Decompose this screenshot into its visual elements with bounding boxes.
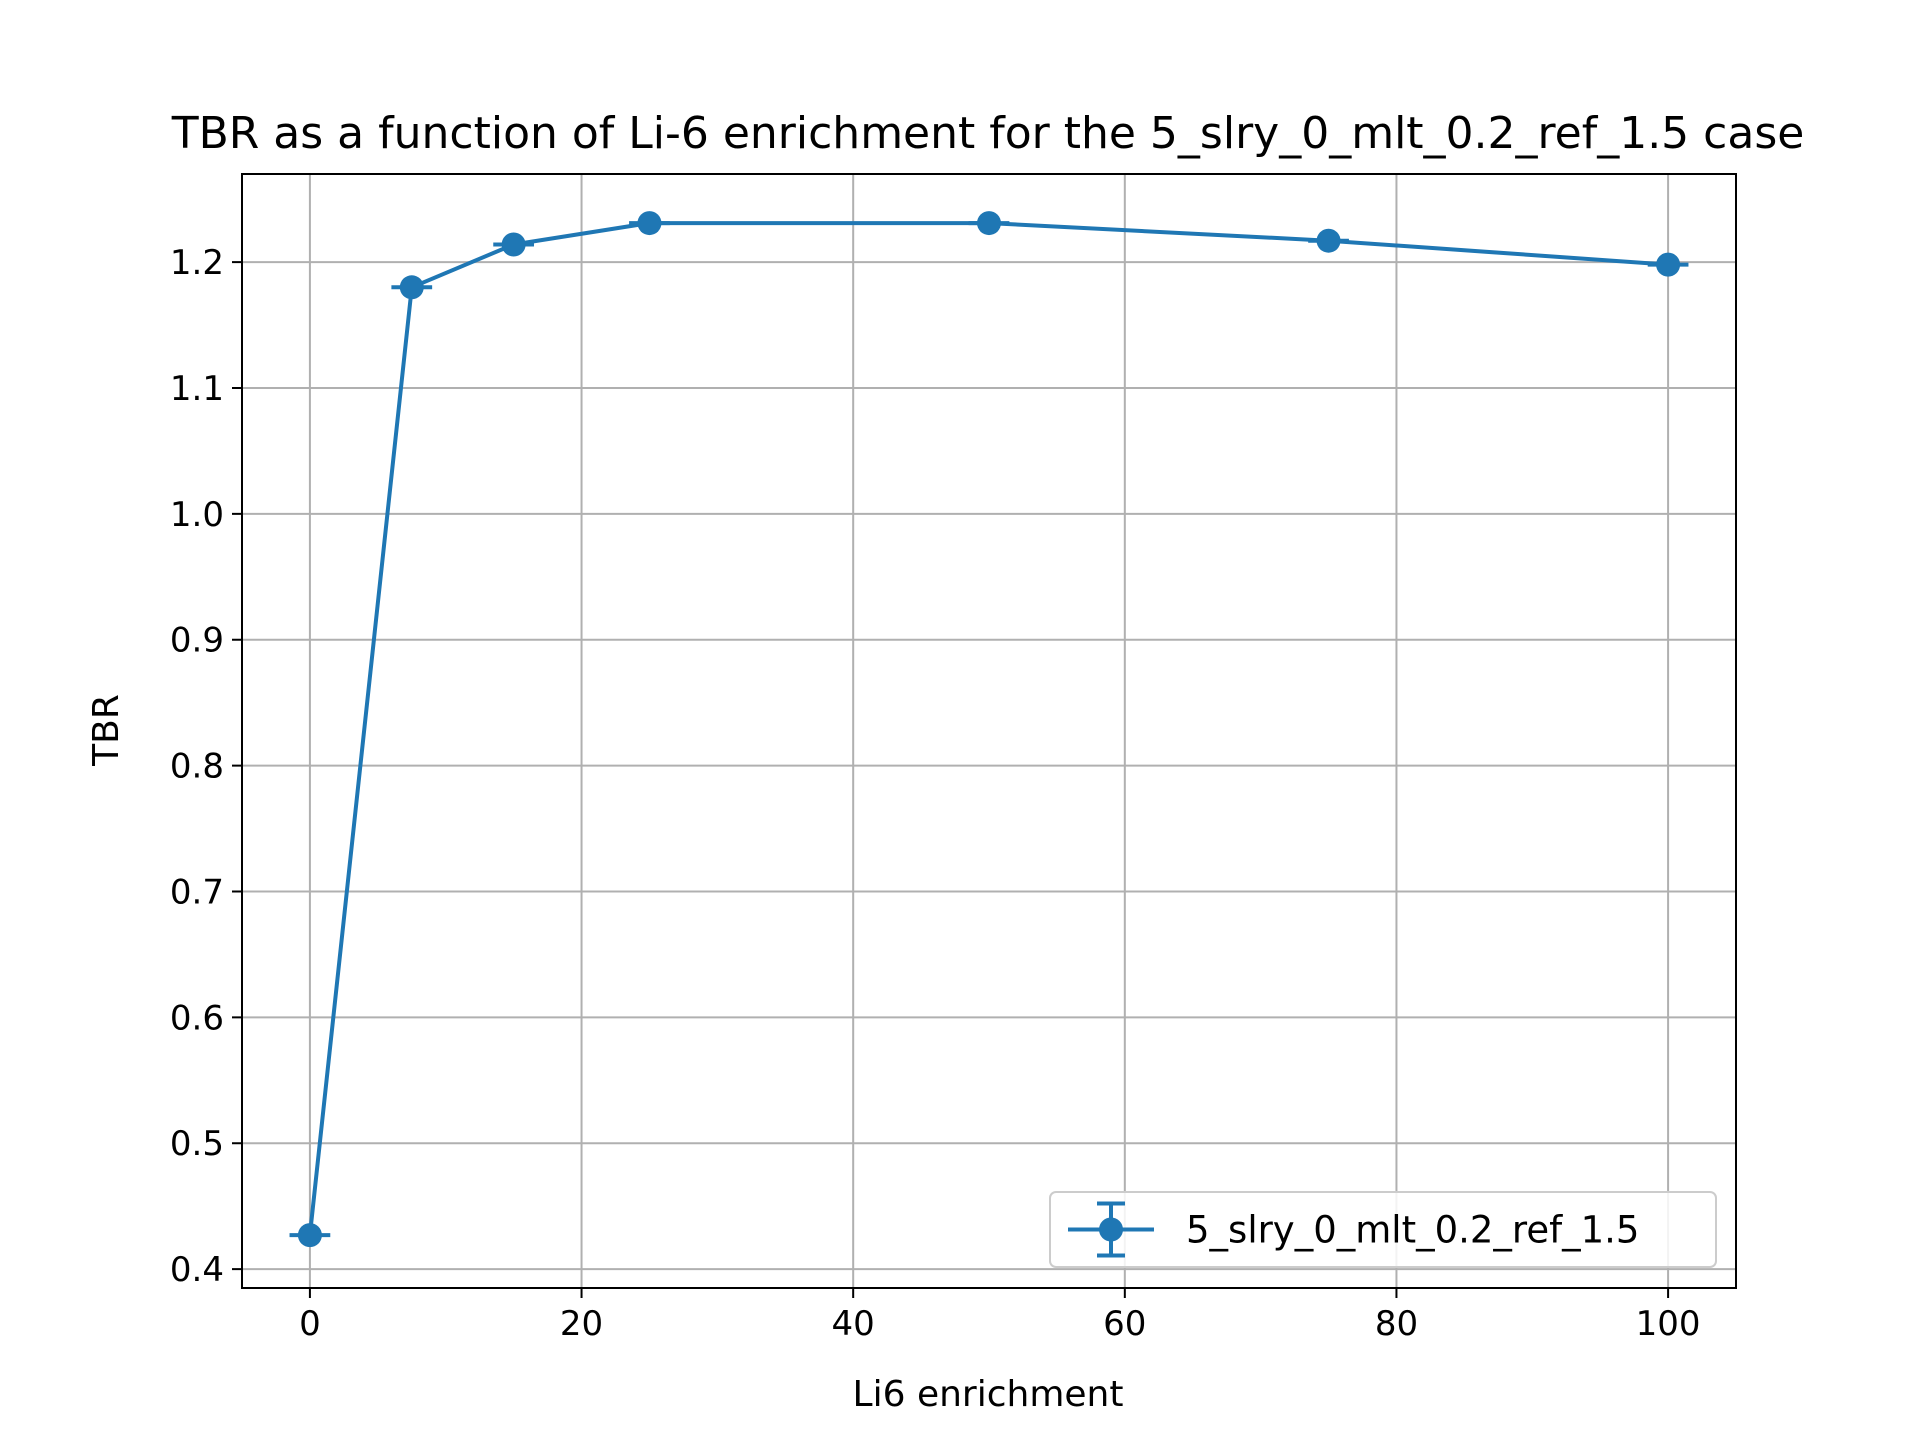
- series-layer: [289, 211, 1689, 1248]
- legend-box: [1049, 1191, 1717, 1268]
- y-tick-label: 0.7: [170, 872, 224, 912]
- data-point: [501, 232, 526, 257]
- data-point: [977, 211, 1001, 236]
- y-tick-label: 0.5: [170, 1124, 224, 1164]
- legend-label: 5_slry_0_mlt_0.2_ref_1.5: [1186, 1209, 1639, 1252]
- y-tick-label: 0.4: [170, 1250, 224, 1290]
- x-tick-label: 100: [1636, 1304, 1701, 1344]
- data-point: [297, 1223, 322, 1248]
- y-tick-label: 1.1: [170, 369, 224, 409]
- x-tick-label: 40: [832, 1304, 875, 1344]
- plot-frame: [241, 173, 1737, 1289]
- y-tick-label: 0.8: [170, 747, 224, 787]
- x-tick-label: 20: [560, 1304, 603, 1344]
- x-tick-label: 60: [1103, 1304, 1146, 1344]
- y-tick-label: 0.6: [170, 998, 224, 1038]
- y-axis-label: TBR: [86, 694, 127, 767]
- y-tick-label: 0.9: [170, 621, 224, 661]
- legend-marker: [1099, 1217, 1123, 1242]
- y-tick-label: 1.2: [170, 243, 224, 283]
- legend: 5_slry_0_mlt_0.2_ref_1.5: [1049, 1191, 1717, 1268]
- x-tick-label: 0: [299, 1304, 321, 1344]
- data-point: [1656, 252, 1681, 277]
- data-point: [399, 275, 424, 300]
- y-tick-label: 1.0: [170, 495, 224, 535]
- x-tick-label: 80: [1375, 1304, 1418, 1344]
- x-axis-label: Li6 enrichment: [853, 1374, 1124, 1415]
- ticks: 0 20 40 60 80 100 0.4 0.5 0.6 0.7 0.8 0.9 1.0 1.1 1.2: [170, 243, 1701, 1344]
- grid: [242, 174, 1736, 1288]
- chart-title: TBR as a function of Li-6 enrichment for…: [171, 108, 1805, 159]
- data-point: [637, 211, 662, 236]
- data-point: [1316, 228, 1341, 253]
